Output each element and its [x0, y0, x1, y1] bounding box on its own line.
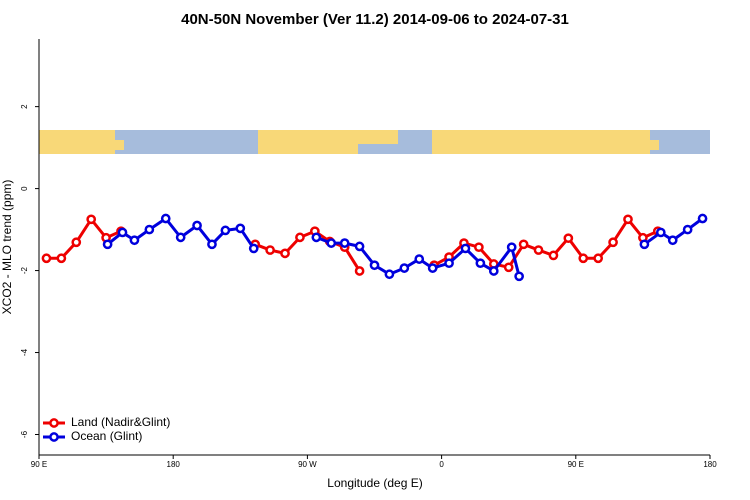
data-point	[369, 260, 380, 271]
data-point	[129, 235, 140, 246]
land-band	[432, 130, 650, 154]
legend-marker	[49, 432, 59, 442]
data-point	[682, 224, 693, 235]
data-point	[475, 258, 486, 269]
x-axis-title: Longitude (deg E)	[327, 476, 422, 490]
data-point	[506, 242, 517, 253]
data-point	[56, 253, 67, 264]
data-point	[207, 239, 217, 250]
data-point	[311, 232, 322, 243]
data-point	[248, 243, 259, 254]
data-point	[71, 237, 82, 248]
legend-marker	[49, 418, 59, 428]
data-point	[175, 232, 186, 243]
data-point	[578, 253, 589, 264]
data-point	[354, 266, 365, 276]
data-point	[623, 214, 633, 225]
legend-label: Ocean (Glint)	[71, 429, 142, 443]
land-band	[39, 130, 115, 154]
land-band	[645, 140, 659, 150]
data-point	[514, 271, 524, 282]
map-strip	[39, 130, 710, 154]
data-point	[518, 239, 529, 250]
y-tick-label: -4	[20, 348, 29, 356]
data-point	[444, 258, 454, 269]
y-axis-title: XCO2 - MLO trend (ppm)	[0, 180, 14, 315]
data-point	[488, 266, 499, 276]
data-point	[697, 213, 708, 224]
x-tick-label: 0	[439, 460, 444, 469]
y-tick-label: -2	[20, 266, 29, 274]
x-tick-label: 90 E	[568, 460, 584, 469]
data-point	[503, 262, 514, 273]
data-point	[414, 254, 425, 264]
data-point	[160, 213, 171, 224]
chart-title: 40N-50N November (Ver 11.2) 2014-09-06 t…	[181, 11, 569, 28]
land-band	[258, 130, 358, 154]
data-point	[86, 214, 97, 225]
land-band	[112, 140, 124, 150]
data-point	[667, 235, 678, 246]
y-tick-label: -6	[20, 430, 29, 438]
data-point	[117, 227, 128, 238]
data-point	[235, 223, 246, 234]
land-band	[358, 130, 398, 144]
data-point	[563, 233, 574, 244]
data-point	[655, 227, 666, 238]
x-tick-label: 90 W	[298, 460, 317, 469]
data-point	[280, 248, 290, 259]
legend-label: Land (Nadir&Glint)	[71, 415, 170, 429]
y-tick-label: 2	[20, 104, 29, 109]
data-point	[384, 269, 395, 280]
data-point	[608, 237, 618, 248]
data-point	[192, 220, 202, 231]
data-point	[220, 225, 231, 236]
x-tick-label: 90 E	[31, 460, 47, 469]
data-point	[593, 253, 604, 264]
data-point	[427, 263, 438, 273]
data-point	[102, 239, 113, 250]
data-point	[326, 238, 337, 248]
data-point	[41, 253, 52, 264]
data-point	[639, 239, 650, 250]
data-point	[474, 242, 484, 253]
data-point	[399, 263, 410, 273]
data-point	[144, 224, 155, 235]
data-point	[460, 243, 471, 254]
data-point	[265, 245, 275, 255]
data-point	[548, 250, 559, 261]
data-point	[354, 241, 365, 252]
x-tick-label: 180	[703, 460, 717, 469]
y-tick-label: 0	[20, 186, 29, 191]
data-point	[339, 238, 350, 248]
x-tick-label: 180	[167, 460, 181, 469]
data-point	[295, 232, 305, 243]
data-point	[533, 245, 544, 255]
